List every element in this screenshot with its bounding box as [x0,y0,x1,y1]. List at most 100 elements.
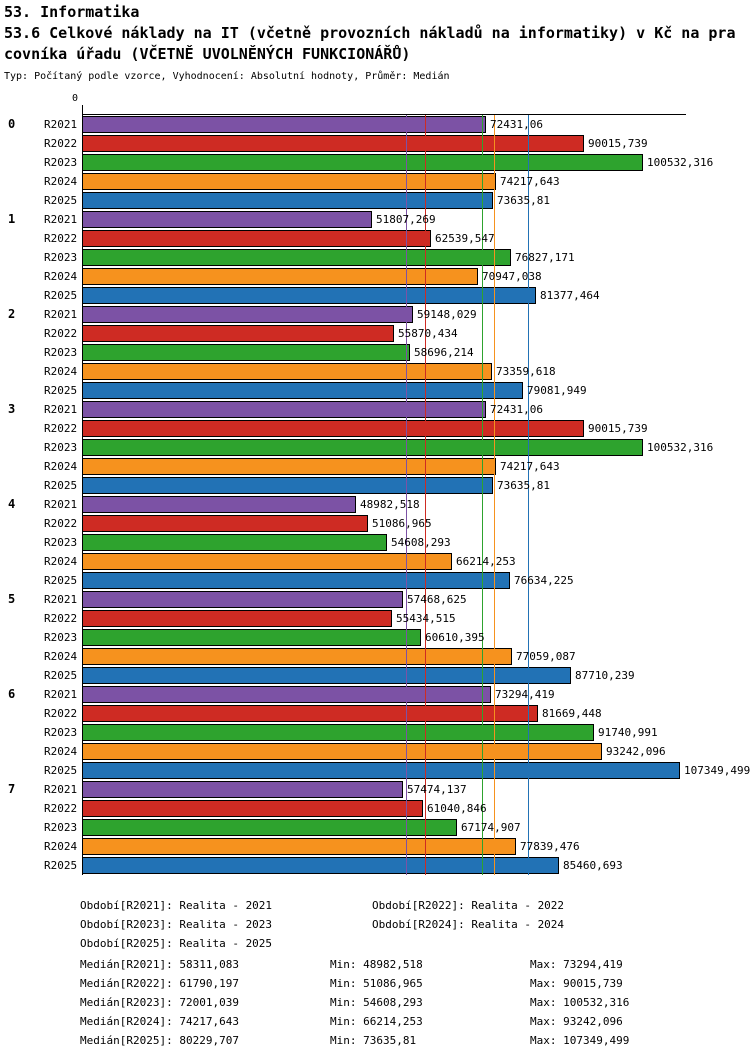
bar-R2025 [82,762,680,779]
bar-R2023 [82,154,643,171]
bar-row: 0 R2021 72431,06 [0,115,750,134]
max-stat: Max: 90015,739 [530,977,623,990]
median-stat: Medián[R2025]: 80229,707 [80,1034,239,1047]
bar-R2024 [82,173,496,190]
min-stat: Min: 66214,253 [330,1015,423,1028]
value-label: 62539,547 [435,232,495,245]
bar-R2024 [82,363,492,380]
median-stat: Medián[R2021]: 58311,083 [80,958,239,971]
chart-header: 53. Informatika 53.6 Celkové náklady na … [4,2,748,84]
bar-R2023 [82,249,511,266]
series-label: R2021 [44,118,78,131]
group-label: 2 [8,307,16,321]
bar-R2025 [82,382,523,399]
value-label: 67174,907 [461,821,521,834]
value-label: 91740,991 [598,726,658,739]
series-label: R2021 [44,688,78,701]
series-label: R2021 [44,308,78,321]
bar-R2023 [82,439,643,456]
bar-R2024 [82,458,496,475]
median-line-R2023 [482,115,483,875]
value-label: 85460,693 [563,859,623,872]
series-label: R2023 [44,441,78,454]
max-stat: Max: 73294,419 [530,958,623,971]
bar-row: R2025 73635,81 [0,191,750,210]
median-stat: Medián[R2024]: 74217,643 [80,1015,239,1028]
median-stat: Medián[R2023]: 72001,039 [80,996,239,1009]
bar-R2023 [82,724,594,741]
value-label: 54608,293 [391,536,451,549]
series-label: R2021 [44,213,78,226]
bar-row: R2022 90015,739 [0,419,750,438]
value-label: 100532,316 [647,441,714,454]
median-line-R2022 [425,115,426,875]
series-label: R2024 [44,840,78,853]
value-label: 59148,029 [417,308,477,321]
bar-row: R2024 66214,253 [0,552,750,571]
value-label: 58696,214 [414,346,474,359]
series-label: R2022 [44,137,78,150]
bar-chart: 0 0 R2021 72431,06 R2022 90015,739 R2023 10053… [0,94,750,875]
series-label: R2022 [44,232,78,245]
value-label: 72431,06 [490,118,543,131]
bar-row: 7 R2021 57474,137 [0,780,750,799]
series-label: R2021 [44,593,78,606]
bar-row: R2022 62539,547 [0,229,750,248]
value-label: 72431,06 [490,403,543,416]
value-label: 73635,81 [497,479,550,492]
value-label: 100532,316 [647,156,714,169]
series-label: R2025 [44,859,78,872]
bar-row: R2023 60610,395 [0,628,750,647]
series-label: R2021 [44,783,78,796]
value-label: 57468,625 [407,593,467,606]
bar-R2022 [82,705,538,722]
bar-R2022 [82,325,394,342]
bar-R2022 [82,135,584,152]
bar-row: R2025 81377,464 [0,286,750,305]
max-stat: Max: 100532,316 [530,996,630,1009]
bar-R2023 [82,534,387,551]
axis-zero-label: 0 [72,93,79,104]
series-label: R2025 [44,479,78,492]
value-label: 77059,087 [516,650,576,663]
series-label: R2022 [44,327,78,340]
legend-entry: Období[R2023]: Realita - 2023 [80,918,273,931]
series-label: R2024 [44,555,78,568]
series-label: R2025 [44,289,78,302]
bar-row: R2023 100532,316 [0,153,750,172]
legend-entry: Období[R2024]: Realita - 2024 [372,918,565,931]
value-label: 60610,395 [425,631,485,644]
value-label: 81377,464 [540,289,600,302]
bar-row: R2022 90015,739 [0,134,750,153]
bar-R2022 [82,515,368,532]
bar-row: 6 R2021 73294,419 [0,685,750,704]
indicator-title: 53.6 Celkové náklady na IT (včetně provo… [4,24,736,63]
series-label: R2022 [44,707,78,720]
series-label: R2022 [44,517,78,530]
bar-row: R2023 67174,907 [0,818,750,837]
max-stat: Max: 107349,499 [530,1034,630,1047]
bar-row: 2 R2021 59148,029 [0,305,750,324]
bar-R2025 [82,287,536,304]
bar-row: R2023 91740,991 [0,723,750,742]
min-stat: Min: 51086,965 [330,977,423,990]
bar-row: 3 R2021 72431,06 [0,400,750,419]
series-label: R2024 [44,745,78,758]
value-label: 79081,949 [527,384,587,397]
bar-row: 1 R2021 51807,269 [0,210,750,229]
bar-R2024 [82,648,512,665]
value-label: 74217,643 [500,175,560,188]
bar-row: R2024 77059,087 [0,647,750,666]
bar-row: R2025 73635,81 [0,476,750,495]
series-label: R2025 [44,194,78,207]
bar-row: R2022 55870,434 [0,324,750,343]
bar-row: R2025 79081,949 [0,381,750,400]
median-line-R2025 [528,115,529,875]
max-stat: Max: 93242,096 [530,1015,623,1028]
bar-row: R2022 51086,965 [0,514,750,533]
min-stat: Min: 54608,293 [330,996,423,1009]
value-label: 73635,81 [497,194,550,207]
value-label: 48982,518 [360,498,420,511]
bar-R2022 [82,230,431,247]
median-line-R2021 [406,115,407,875]
